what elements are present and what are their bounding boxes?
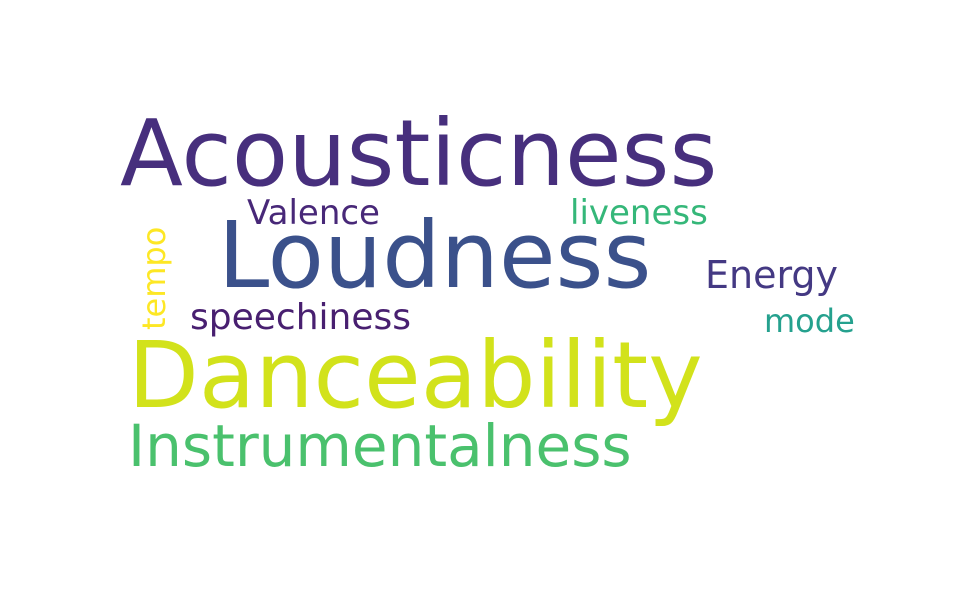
word-loudness: Loudness <box>218 202 652 309</box>
word-speechiness: speechiness <box>190 297 411 338</box>
word-tempo: tempo <box>135 226 173 330</box>
word-valence: Valence <box>247 193 380 233</box>
word-mode: mode <box>764 302 855 340</box>
word-liveness: liveness <box>570 193 708 233</box>
word-acousticness: Acousticness <box>120 100 718 207</box>
word-instrumentalness: Instrumentalness <box>128 412 632 480</box>
word-danceability: Danceability <box>128 322 703 429</box>
word-energy: Energy <box>705 253 839 297</box>
